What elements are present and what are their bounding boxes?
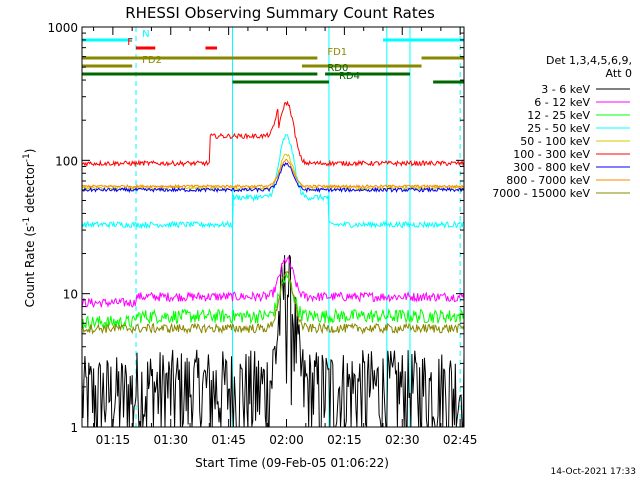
legend-label: 25 - 50 keV <box>527 122 590 135</box>
series-line-8 <box>81 271 465 335</box>
legend-label: 7000 - 15000 keV <box>492 187 590 200</box>
flag-label: FD2 <box>142 55 162 66</box>
y-tick-label: 10 <box>63 288 78 302</box>
series-line-1 <box>81 255 465 309</box>
series-line-6 <box>81 162 465 194</box>
legend-label: 12 - 25 keV <box>527 109 590 122</box>
axes: 1 10 100 1000 01:15 01:30 01:45 02:00 02:15 02:30… <box>47 21 477 447</box>
x-tick-label: 02:45 <box>443 433 478 447</box>
y-label-sup1: -1 <box>22 217 32 226</box>
legend-label: 3 - 6 keV <box>541 83 590 96</box>
series-line-2 <box>81 272 465 331</box>
flag-label: F <box>127 37 133 48</box>
x-tick-label: 02:15 <box>327 433 362 447</box>
series-line-7 <box>81 158 465 189</box>
footer-date: 14-Oct-2021 17:33 <box>551 467 636 477</box>
y-axis-label-group: Count Rate (s-1 detector-1) <box>22 149 37 308</box>
flag-label: FD1 <box>327 47 347 58</box>
y-tick-label: 1000 <box>47 21 78 35</box>
legend-header-2: Att 0 <box>606 67 632 80</box>
flag-label: RD0 <box>327 63 348 74</box>
x-tick-label: 01:15 <box>96 433 131 447</box>
y-label-part2: detector <box>23 162 37 217</box>
x-tick-label: 02:00 <box>269 433 304 447</box>
axes-frame <box>81 26 465 428</box>
legend-header-1: Det 1,3,4,5,6,9, <box>546 54 632 67</box>
legend-label: 50 - 100 keV <box>520 135 590 148</box>
legend-label: 800 - 7000 keV <box>506 174 590 187</box>
x-axis-label: Start Time (09-Feb-05 01:06:22) <box>195 456 389 470</box>
legend-label: 6 - 12 keV <box>534 96 590 109</box>
flag-label: RD4 <box>339 71 360 82</box>
y-tick-label: 100 <box>55 154 78 168</box>
series-line-4 <box>81 153 464 192</box>
legend-label: 100 - 300 keV <box>513 148 590 161</box>
x-tick-label: 01:30 <box>153 433 188 447</box>
series-line-3 <box>81 134 465 230</box>
y-label-part3: ) <box>23 149 37 154</box>
series-line-5 <box>81 100 465 168</box>
x-tick-label: 01:45 <box>211 433 246 447</box>
flag-label: N <box>142 29 149 40</box>
y-label-part1: Count Rate (s <box>23 226 37 308</box>
y-label-sup2: -1 <box>22 153 32 162</box>
legend-label: 300 - 800 keV <box>513 161 590 174</box>
y-tick-label: 1 <box>70 421 78 435</box>
y-axis-label: Count Rate (s-1 detector-1) <box>22 149 37 308</box>
x-tick-label: 02:30 <box>385 433 420 447</box>
series-line-0 <box>81 254 465 428</box>
chart-title: RHESSI Observing Summary Count Rates <box>125 4 435 22</box>
